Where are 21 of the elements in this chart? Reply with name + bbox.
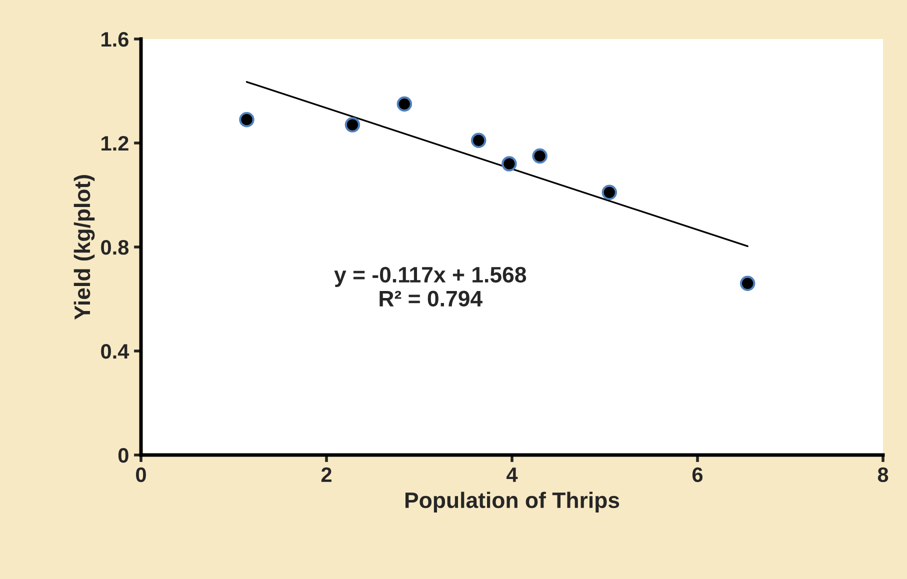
- x-tick-label: 6: [692, 467, 703, 482]
- point: [396, 96, 412, 112]
- y-tick-label: 0: [118, 448, 128, 463]
- point: [344, 117, 360, 132]
- point: [502, 156, 517, 172]
- y-axis-title: Yield (kg/plot): [74, 175, 95, 320]
- point: [470, 132, 486, 148]
- point: [532, 148, 548, 164]
- x-tick-label: 4: [506, 468, 518, 482]
- point: [239, 112, 254, 128]
- x-tick-label: 2: [321, 467, 332, 482]
- x-axis-title: Population of Thrips: [405, 492, 620, 512]
- x-tick-label: 8: [878, 467, 888, 482]
- y-tick-label: 0.8: [101, 240, 129, 255]
- x-tick-label: 0: [136, 467, 146, 482]
- point: [740, 276, 756, 292]
- y-tick-label: 1.2: [102, 136, 128, 151]
- y-tick-label: 0.4: [101, 344, 130, 359]
- annotation: y = -0.117x + 1.568 R² = 0.794: [334, 266, 526, 307]
- point: [602, 184, 618, 200]
- y-tick-label: 1.6: [102, 32, 128, 47]
